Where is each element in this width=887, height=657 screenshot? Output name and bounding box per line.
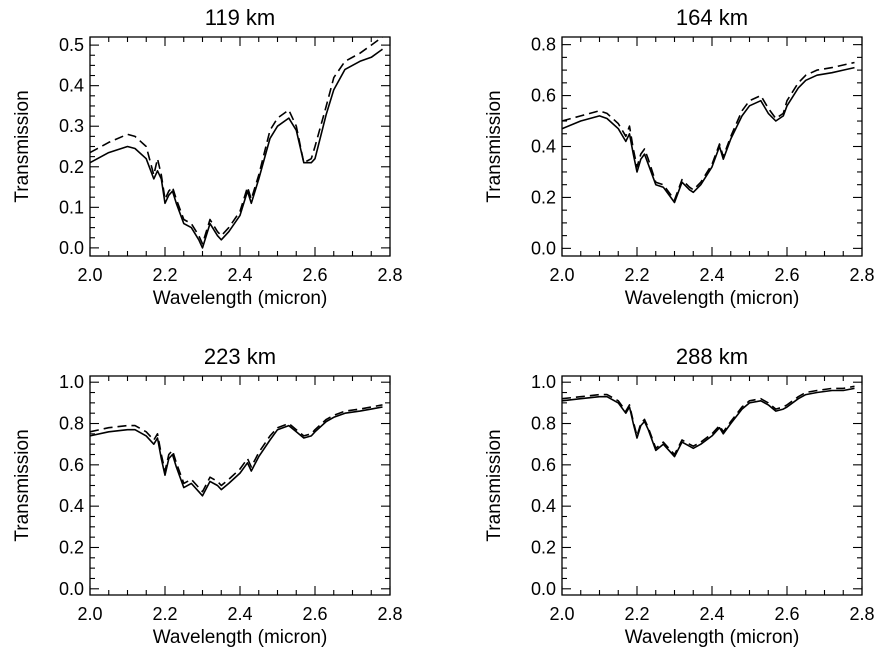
panel-3: 2.0 2.2 2.4 2.6 2.8 0.0 0.2 0.4 0.6 0.8 1.0 223 km W… (12, 344, 403, 648)
x-tick-label: 2.0 (77, 265, 102, 285)
y-tick-label: 1.0 (59, 372, 84, 392)
panel-1: 2.0 2.2 2.4 2.6 2.8 0.0 0.1 0.2 0.3 0.4 0.5 119 km W… (12, 5, 403, 309)
y-tick-label: 0.2 (531, 187, 556, 207)
y-axis-label: Transmission (12, 90, 33, 202)
x-tick-label: 2.0 (549, 265, 574, 285)
x-tick-label: 2.8 (849, 604, 874, 624)
y-axis-label: Transmission (484, 90, 505, 202)
x-tick-label: 2.2 (152, 265, 177, 285)
y-tick-label: 0.0 (531, 238, 556, 258)
x-tick-label: 2.6 (302, 265, 327, 285)
y-tick-label: 0.0 (531, 579, 556, 599)
x-tick-label: 2.8 (377, 604, 402, 624)
series-line-solid (89, 406, 383, 497)
x-axis-label: Wavelength (micron) (153, 288, 328, 309)
panel-title: 119 km (205, 5, 276, 30)
x-tick-label: 2.6 (774, 604, 799, 624)
panel-title: 164 km (676, 5, 748, 30)
y-tick-label: 0.8 (59, 414, 84, 434)
y-tick-label: 0.4 (59, 496, 84, 516)
series-line-solid (89, 48, 383, 249)
y-tick-label: 0.2 (59, 157, 84, 177)
plot-frame (561, 375, 863, 596)
x-tick-label: 2.4 (227, 265, 252, 285)
x-tick-label: 2.4 (699, 604, 724, 624)
y-tick-label: 0.6 (531, 86, 556, 106)
y-tick-label: 0.0 (59, 238, 84, 258)
panel-title: 223 km (204, 344, 276, 369)
series-line-solid (561, 387, 855, 458)
x-tick-label: 2.2 (152, 604, 177, 624)
y-tick-label: 0.2 (531, 537, 556, 557)
x-tick-label: 2.2 (624, 265, 649, 285)
x-axis-label: Wavelength (micron) (153, 627, 328, 648)
y-tick-label: 0.4 (59, 76, 84, 96)
plot-frame (89, 375, 391, 596)
x-axis-label: Wavelength (micron) (625, 627, 800, 648)
panel-4: 2.0 2.2 2.4 2.6 2.8 0.0 0.2 0.4 0.6 0.8 1.0 288 km W… (484, 344, 875, 648)
x-tick-label: 2.0 (77, 604, 102, 624)
x-tick-label: 2.4 (699, 265, 724, 285)
series-line-solid (561, 66, 855, 204)
y-tick-label: 0.8 (531, 35, 556, 55)
y-tick-label: 0.4 (531, 496, 556, 516)
series-line-dashed (89, 404, 383, 493)
x-tick-label: 2.8 (377, 265, 402, 285)
x-tick-label: 2.6 (302, 604, 327, 624)
x-tick-label: 2.8 (849, 265, 874, 285)
y-tick-label: 0.4 (531, 137, 556, 157)
x-axis-label: Wavelength (micron) (625, 288, 800, 309)
y-tick-label: 0.3 (59, 116, 84, 136)
series-line-dashed (561, 385, 855, 456)
series-line-dashed (561, 61, 855, 201)
y-tick-label: 0.8 (531, 414, 556, 434)
x-tick-label: 2.6 (774, 265, 799, 285)
y-tick-label: 0.1 (59, 197, 84, 217)
panel-title: 288 km (676, 344, 748, 369)
x-tick-label: 2.0 (549, 604, 574, 624)
panel-2: 2.0 2.2 2.4 2.6 2.8 0.0 0.2 0.4 0.6 0.8 164 km Wave… (484, 5, 875, 309)
y-axis-label: Transmission (484, 429, 505, 541)
y-tick-label: 0.2 (59, 537, 84, 557)
x-tick-label: 2.2 (624, 604, 649, 624)
series-line-dashed (89, 36, 383, 245)
y-tick-label: 0.6 (531, 455, 556, 475)
y-axis-label: Transmission (12, 429, 33, 541)
y-tick-label: 0.5 (59, 35, 84, 55)
x-tick-label: 2.4 (227, 604, 252, 624)
y-tick-label: 1.0 (531, 372, 556, 392)
y-tick-label: 0.6 (59, 455, 84, 475)
y-tick-label: 0.0 (59, 579, 84, 599)
